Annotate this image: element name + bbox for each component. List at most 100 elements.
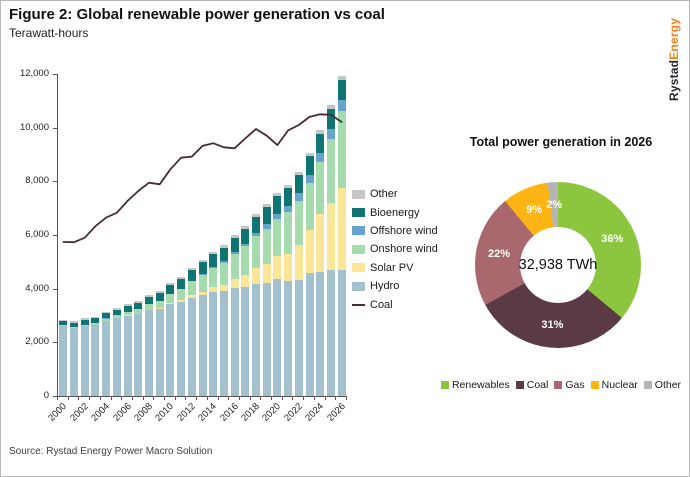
bar-2020 bbox=[273, 193, 282, 396]
bar-segment-other bbox=[144, 294, 153, 297]
x-axis-tick bbox=[324, 397, 326, 400]
bar-segment-bioenergy bbox=[187, 269, 196, 281]
x-axis-label: 2022 bbox=[281, 401, 305, 424]
bar-segment-bioenergy bbox=[241, 228, 250, 244]
bar-segment-hydro bbox=[209, 291, 218, 396]
bar-segment-solar-pv bbox=[326, 202, 335, 271]
bar-segment-offshore-wind bbox=[198, 273, 207, 275]
bar-segment-other bbox=[91, 316, 100, 319]
source-note: Source: Rystad Energy Power Macro Soluti… bbox=[9, 446, 213, 457]
bar-segment-offshore-wind bbox=[316, 152, 325, 162]
bar-segment-hydro bbox=[112, 318, 121, 396]
bar-segment-hydro bbox=[144, 310, 153, 396]
x-axis-label: 2000 bbox=[46, 401, 70, 424]
bar-segment-other bbox=[134, 300, 143, 303]
y-axis-label: 12,000 bbox=[19, 68, 49, 79]
bar-segment-bioenergy bbox=[102, 313, 111, 319]
bar-segment-onshore-wind bbox=[326, 138, 335, 203]
donut-legend-label: Gas bbox=[565, 379, 585, 391]
bar-segment-other bbox=[284, 184, 293, 189]
y-axis-tick bbox=[53, 342, 57, 344]
x-axis-label: 2006 bbox=[110, 401, 134, 424]
x-axis-tick bbox=[89, 397, 91, 400]
y-axis-tick bbox=[53, 288, 57, 290]
bar-segment-onshore-wind bbox=[134, 309, 143, 314]
bar-segment-onshore-wind bbox=[209, 267, 218, 287]
bar-segment-bioenergy bbox=[262, 207, 271, 224]
bar-segment-other bbox=[219, 245, 228, 248]
bar-segment-bioenergy bbox=[326, 109, 335, 129]
bar-segment-onshore-wind bbox=[102, 318, 111, 321]
bar-segment-other bbox=[316, 130, 325, 135]
bar-segment-bioenergy bbox=[305, 156, 314, 175]
bar-segment-other bbox=[305, 152, 314, 157]
legend-swatch bbox=[352, 208, 365, 218]
bar-segment-bioenergy bbox=[70, 322, 79, 328]
bar-segment-bioenergy bbox=[284, 188, 293, 206]
bar-segment-solar-pv bbox=[337, 187, 346, 270]
bar-segment-other bbox=[112, 307, 121, 310]
legend-item-label: Offshore wind bbox=[370, 224, 438, 237]
bar-segment-onshore-wind bbox=[284, 211, 293, 254]
bar-segment-other bbox=[80, 318, 89, 320]
donut-legend-label: Renewables bbox=[451, 379, 510, 391]
donut-legend-swatch bbox=[643, 381, 652, 389]
bar-segment-solar-pv bbox=[316, 214, 325, 272]
x-axis-tick bbox=[142, 397, 144, 400]
donut-chart: 32,938 TWh 2% 36% 31% 22% 9% bbox=[475, 182, 641, 348]
x-axis-tick bbox=[346, 397, 347, 400]
bar-segment-other bbox=[177, 276, 186, 279]
legend-item-other: Other bbox=[352, 185, 438, 203]
bar-segment-hydro bbox=[187, 297, 196, 396]
bar-segment-other bbox=[166, 282, 175, 285]
bar-segment-other bbox=[123, 303, 132, 306]
bar-segment-hydro bbox=[59, 326, 68, 396]
bar-segment-solar-pv bbox=[166, 303, 175, 304]
bar-segment-hydro bbox=[70, 328, 79, 396]
bar-segment-other bbox=[155, 290, 164, 293]
bar-segment-onshore-wind bbox=[198, 274, 207, 292]
bar-segment-offshore-wind bbox=[241, 243, 250, 247]
y-axis-tick bbox=[53, 235, 57, 236]
bar-2015 bbox=[219, 245, 228, 396]
bar-segment-solar-pv bbox=[219, 284, 228, 292]
bar-segment-hydro bbox=[305, 272, 314, 396]
legend-item-label: Onshore wind bbox=[370, 243, 438, 256]
y-axis-label: 10,000 bbox=[19, 121, 49, 133]
bar-segment-bioenergy bbox=[123, 305, 132, 312]
bar-2014 bbox=[209, 251, 218, 396]
legend-item-label: Other bbox=[370, 188, 398, 201]
legend-item-solar-pv: Solar PV bbox=[352, 259, 438, 277]
bar-segment-other bbox=[187, 267, 196, 270]
bar-2001 bbox=[70, 321, 79, 396]
bar-2021 bbox=[284, 184, 293, 396]
bar-segment-hydro bbox=[337, 269, 346, 396]
donut-percent-label-nuclear: 9% bbox=[526, 203, 543, 216]
y-axis-label: 4,000 bbox=[25, 282, 49, 294]
legend-swatch bbox=[352, 244, 365, 254]
bar-segment-onshore-wind bbox=[316, 161, 325, 215]
legend-item-onshore-wind: Onshore wind bbox=[352, 240, 438, 258]
bar-segment-bioenergy bbox=[166, 284, 175, 294]
bar-2000 bbox=[59, 319, 68, 396]
bar-2018 bbox=[252, 213, 261, 396]
bar-segment-other bbox=[70, 321, 79, 323]
bar-segment-hydro bbox=[294, 279, 303, 396]
bar-segment-onshore-wind bbox=[262, 228, 271, 264]
x-axis-tick bbox=[57, 397, 58, 400]
bar-segment-hydro bbox=[252, 283, 261, 396]
x-axis-label: 2018 bbox=[239, 401, 262, 424]
bar-segment-offshore-wind bbox=[305, 174, 314, 183]
legend-swatch bbox=[352, 303, 365, 306]
bar-segment-onshore-wind bbox=[252, 236, 261, 269]
y-axis-label: 6,000 bbox=[25, 229, 49, 240]
bar-2005 bbox=[112, 307, 121, 396]
bar-segment-onshore-wind bbox=[305, 182, 314, 230]
bar-segment-solar-pv bbox=[209, 286, 218, 292]
x-axis-tick bbox=[174, 397, 176, 400]
bar-segment-other bbox=[252, 213, 261, 217]
x-axis-tick bbox=[271, 397, 273, 400]
bar-segment-bioenergy bbox=[219, 247, 228, 262]
donut-legend-label: Coal bbox=[526, 379, 549, 391]
bar-segment-hydro bbox=[284, 281, 293, 396]
